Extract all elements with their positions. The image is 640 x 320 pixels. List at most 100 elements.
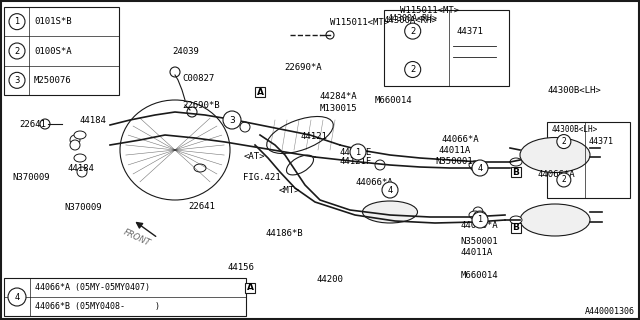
Text: 22690*B: 22690*B [182, 101, 220, 110]
Text: 1: 1 [477, 215, 483, 225]
Ellipse shape [362, 201, 417, 223]
Circle shape [355, 147, 365, 157]
Text: M130015: M130015 [320, 104, 358, 113]
Text: 4: 4 [387, 186, 392, 195]
Text: M660014: M660014 [461, 271, 499, 280]
Ellipse shape [510, 158, 522, 166]
Text: <AT>: <AT> [243, 152, 265, 161]
Text: FIG.421: FIG.421 [243, 173, 281, 182]
Ellipse shape [520, 138, 590, 172]
Text: N350001: N350001 [435, 157, 473, 166]
Text: 2: 2 [561, 137, 566, 146]
Circle shape [350, 144, 366, 160]
Bar [255, 87, 266, 97]
Text: 2: 2 [14, 46, 20, 55]
Text: 44011A: 44011A [438, 146, 470, 155]
Text: M660014: M660014 [374, 96, 412, 105]
Ellipse shape [469, 211, 481, 219]
Text: 44186*B: 44186*B [266, 229, 303, 238]
Text: FRONT: FRONT [122, 228, 152, 248]
Text: 22690*A: 22690*A [285, 63, 323, 72]
Ellipse shape [74, 131, 86, 139]
Text: 22641: 22641 [19, 120, 46, 129]
Text: 44371: 44371 [456, 27, 483, 36]
Ellipse shape [520, 204, 590, 236]
Ellipse shape [469, 161, 481, 169]
Text: 44300B<LH>: 44300B<LH> [551, 124, 598, 134]
Circle shape [557, 173, 571, 187]
Circle shape [70, 140, 80, 150]
Circle shape [8, 288, 26, 306]
Circle shape [404, 61, 420, 77]
Text: 44184: 44184 [80, 116, 107, 124]
Text: 2: 2 [410, 65, 415, 74]
Bar [4, 7, 119, 95]
Bar [547, 122, 630, 198]
Circle shape [9, 14, 25, 30]
Ellipse shape [474, 161, 486, 169]
Bar [4, 278, 246, 316]
Text: N370009: N370009 [13, 173, 51, 182]
Text: 4: 4 [477, 164, 483, 172]
Circle shape [223, 111, 241, 129]
Ellipse shape [474, 211, 486, 219]
Ellipse shape [510, 216, 522, 224]
Text: 2: 2 [410, 27, 415, 36]
Text: 44066*A: 44066*A [442, 135, 479, 144]
Text: 44156: 44156 [227, 263, 254, 272]
Text: 44300A<RH>: 44300A<RH> [384, 15, 438, 25]
Circle shape [557, 135, 571, 148]
Text: <MT>: <MT> [278, 186, 300, 195]
Circle shape [473, 207, 483, 217]
Text: N370009: N370009 [64, 204, 102, 212]
Text: M250076: M250076 [34, 76, 72, 85]
Text: 44121E: 44121E [339, 148, 371, 156]
Circle shape [70, 135, 80, 145]
Circle shape [382, 182, 398, 198]
Text: B: B [513, 167, 520, 177]
Text: 44184: 44184 [67, 164, 94, 172]
Text: 2: 2 [561, 175, 566, 184]
Text: 44066*A: 44066*A [461, 221, 499, 230]
Text: 44121F: 44121F [339, 157, 371, 166]
Text: N350001: N350001 [461, 237, 499, 246]
Ellipse shape [352, 151, 364, 159]
Text: 44284*A: 44284*A [320, 92, 358, 100]
Text: 44011A: 44011A [461, 248, 493, 257]
Text: 44300B<LH>: 44300B<LH> [548, 85, 602, 94]
Circle shape [9, 72, 25, 88]
Text: 22641: 22641 [189, 202, 216, 211]
Text: 1: 1 [14, 17, 20, 26]
Text: 44066*A (05MY-05MY0407): 44066*A (05MY-05MY0407) [35, 284, 150, 292]
Circle shape [240, 122, 250, 132]
Text: W115011<MT>: W115011<MT> [330, 18, 388, 27]
Text: A: A [246, 284, 253, 292]
Circle shape [9, 43, 25, 59]
Text: 0101S*B: 0101S*B [34, 17, 72, 26]
Text: 0100S*A: 0100S*A [34, 46, 72, 55]
Text: 44066*A: 44066*A [538, 170, 575, 179]
Circle shape [404, 23, 420, 39]
Text: 44200: 44200 [317, 276, 344, 284]
Circle shape [472, 212, 488, 228]
Text: C00827: C00827 [182, 74, 214, 83]
Text: A: A [257, 87, 264, 97]
Text: 44121: 44121 [301, 132, 328, 140]
Bar [384, 10, 509, 86]
Ellipse shape [194, 164, 206, 172]
Text: 44371: 44371 [589, 137, 614, 146]
Bar [511, 223, 522, 233]
Text: 44300A<RH>: 44300A<RH> [388, 14, 438, 23]
Circle shape [375, 160, 385, 170]
Circle shape [470, 161, 480, 171]
Ellipse shape [74, 154, 86, 162]
Text: 44066*B (05MY0408-      ): 44066*B (05MY0408- ) [35, 302, 160, 311]
Text: 3: 3 [14, 76, 20, 85]
Text: W115011<MT>: W115011<MT> [400, 5, 459, 14]
Text: 24039: 24039 [173, 47, 200, 56]
Text: 4: 4 [14, 292, 20, 301]
Text: 44066*A: 44066*A [355, 178, 393, 187]
Circle shape [472, 160, 488, 176]
Text: 1: 1 [355, 148, 360, 156]
Bar [244, 283, 255, 293]
